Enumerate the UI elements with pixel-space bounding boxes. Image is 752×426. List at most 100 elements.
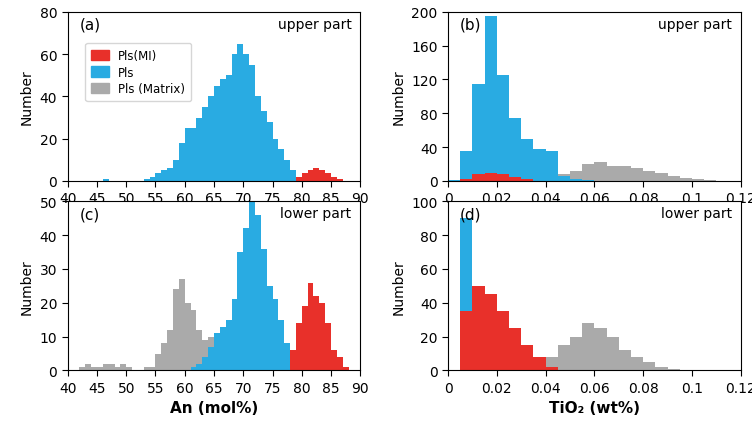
- Bar: [521, 345, 533, 371]
- Bar: [214, 129, 220, 181]
- Bar: [249, 150, 255, 181]
- Y-axis label: Number: Number: [392, 69, 405, 125]
- Bar: [179, 177, 185, 181]
- Bar: [150, 177, 156, 181]
- Bar: [185, 303, 190, 371]
- Bar: [150, 367, 156, 371]
- Bar: [220, 327, 226, 371]
- Bar: [619, 350, 631, 371]
- Bar: [302, 173, 308, 181]
- Bar: [631, 357, 643, 371]
- Bar: [202, 108, 208, 181]
- Bar: [190, 129, 196, 181]
- Bar: [631, 169, 643, 181]
- Bar: [337, 357, 343, 371]
- Bar: [314, 169, 320, 181]
- Bar: [308, 171, 314, 181]
- Bar: [472, 286, 485, 371]
- Bar: [226, 320, 232, 371]
- Bar: [485, 295, 497, 371]
- Bar: [208, 337, 214, 371]
- Text: upper part: upper part: [658, 18, 732, 32]
- Bar: [460, 311, 472, 371]
- Bar: [509, 177, 521, 181]
- Bar: [261, 163, 267, 181]
- Text: (a): (a): [80, 18, 101, 33]
- Bar: [570, 337, 582, 371]
- Bar: [680, 178, 692, 181]
- Bar: [220, 360, 226, 371]
- Bar: [331, 177, 337, 181]
- Bar: [120, 364, 126, 371]
- Bar: [255, 156, 261, 181]
- Bar: [220, 80, 226, 181]
- Bar: [290, 171, 296, 181]
- Bar: [546, 152, 558, 181]
- Bar: [460, 219, 472, 371]
- Bar: [126, 367, 132, 371]
- Text: upper part: upper part: [277, 18, 351, 32]
- Bar: [472, 286, 485, 371]
- Bar: [570, 180, 582, 181]
- Bar: [196, 364, 202, 371]
- Bar: [156, 173, 162, 181]
- Bar: [509, 354, 521, 371]
- Bar: [497, 76, 509, 181]
- Bar: [243, 229, 249, 371]
- Bar: [558, 175, 570, 181]
- Bar: [232, 300, 238, 371]
- Bar: [144, 179, 150, 181]
- Bar: [302, 306, 308, 371]
- Bar: [162, 171, 167, 181]
- Bar: [472, 84, 485, 181]
- Bar: [278, 177, 284, 181]
- Y-axis label: Number: Number: [392, 259, 406, 314]
- Bar: [485, 173, 497, 181]
- Bar: [232, 367, 238, 371]
- Bar: [226, 124, 232, 181]
- Bar: [509, 118, 521, 181]
- Bar: [91, 367, 97, 371]
- Bar: [167, 330, 173, 371]
- Bar: [267, 123, 272, 181]
- Bar: [249, 66, 255, 181]
- Bar: [582, 323, 594, 371]
- Bar: [320, 171, 325, 181]
- Bar: [692, 180, 704, 181]
- Bar: [190, 165, 196, 181]
- Bar: [643, 171, 656, 181]
- Bar: [173, 290, 179, 371]
- Bar: [103, 364, 108, 371]
- Bar: [226, 76, 232, 181]
- Bar: [238, 44, 243, 181]
- Text: (c): (c): [80, 207, 99, 222]
- Bar: [80, 367, 85, 371]
- Bar: [314, 296, 320, 371]
- Bar: [202, 340, 208, 371]
- Legend: Pls(MI), Pls, Pls (Matrix): Pls(MI), Pls, Pls (Matrix): [85, 44, 191, 102]
- Bar: [337, 179, 343, 181]
- Bar: [220, 123, 226, 181]
- Bar: [97, 367, 103, 371]
- Bar: [185, 129, 190, 181]
- Bar: [278, 150, 284, 181]
- Bar: [179, 279, 185, 371]
- Bar: [296, 177, 302, 181]
- Bar: [668, 176, 680, 181]
- Bar: [533, 150, 546, 181]
- Bar: [320, 303, 325, 371]
- Bar: [190, 310, 196, 371]
- Bar: [272, 139, 278, 181]
- Bar: [533, 357, 546, 371]
- Bar: [167, 169, 173, 181]
- Bar: [656, 174, 668, 181]
- Bar: [619, 167, 631, 181]
- Bar: [162, 344, 167, 371]
- Bar: [472, 175, 485, 181]
- Bar: [108, 364, 114, 371]
- X-axis label: TiO₂ (wt%): TiO₂ (wt%): [549, 400, 640, 415]
- Bar: [296, 177, 302, 181]
- Bar: [331, 350, 337, 371]
- Bar: [208, 347, 214, 371]
- Bar: [267, 286, 272, 371]
